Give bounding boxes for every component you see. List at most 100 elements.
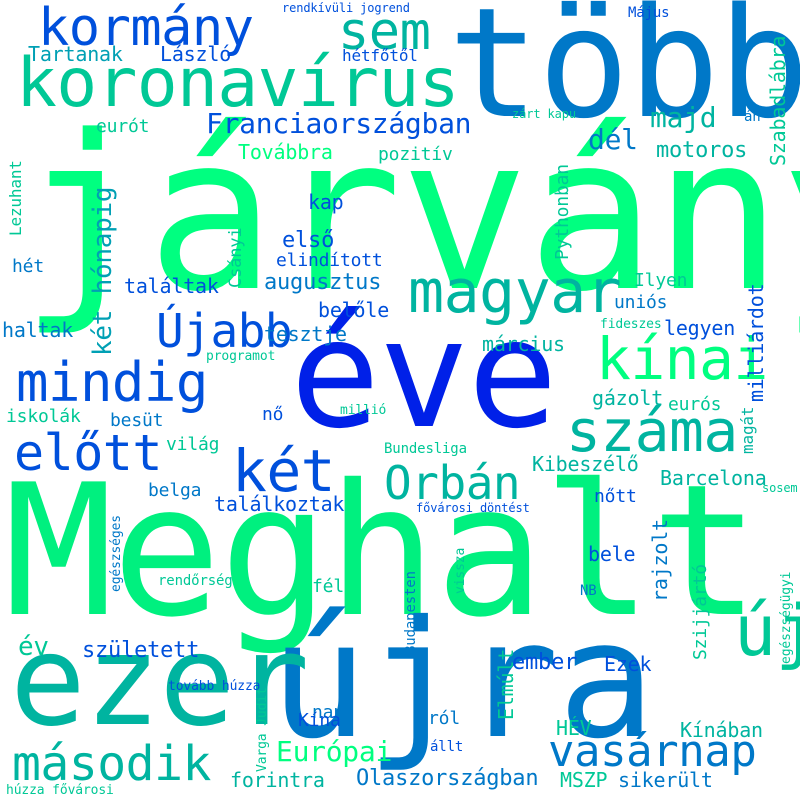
- word-millio: millió: [340, 403, 387, 418]
- word-rol: ról: [428, 708, 460, 729]
- word-iskolak: iskolák: [6, 406, 81, 427]
- word-mszp: MSZP: [560, 768, 608, 792]
- word-sem: sem: [338, 2, 431, 62]
- word-belga: belga: [148, 480, 202, 501]
- word-het: hét: [12, 256, 44, 277]
- word-ezek: Ezek: [604, 652, 652, 676]
- word-bele: bele: [588, 542, 636, 566]
- word-majus: Május: [628, 5, 670, 21]
- word-jarvany: járvány: [20, 90, 800, 339]
- word-szabadlabra: Szabadlábra: [766, 35, 790, 166]
- word-ev: év: [18, 632, 49, 662]
- word-tovabb-huzza: tovább húzza: [168, 679, 261, 694]
- word-sikerult: sikerült: [618, 768, 713, 792]
- word-mindig: mindig: [16, 351, 208, 414]
- word-bundesliga: Bundesliga: [384, 441, 467, 457]
- word-vilag: világ: [166, 434, 220, 455]
- word-huzza-fovarosi: húzza fővárosi: [6, 783, 114, 798]
- word-laszlo: László: [160, 42, 232, 66]
- word-franciaorszagban: Franciaországban: [206, 107, 472, 140]
- word-kormany: kormány: [38, 0, 254, 58]
- word-szuletett: született: [82, 638, 200, 663]
- word-elmult: Elmúlt: [494, 648, 518, 720]
- word-barcelona: Barcelona: [660, 466, 767, 490]
- word-eve: éve: [290, 288, 558, 462]
- word-tovabbra: Továbbra: [238, 140, 333, 164]
- word-pythonban: Pythonban: [552, 164, 573, 260]
- word-ujra: újra: [270, 587, 655, 775]
- word-tartanak: Tartanak: [28, 42, 123, 66]
- word-tesztje: tesztje: [264, 322, 347, 346]
- word-majd: majd: [650, 101, 717, 134]
- word-besut: besüt: [110, 410, 164, 431]
- word-unios: uniós: [614, 292, 668, 313]
- word-szijjarto: Szijjártó: [690, 564, 711, 660]
- word-milliardot: milliárdot: [744, 283, 768, 402]
- word-sosem: sosem: [762, 481, 798, 495]
- word-ilyen: Ilyen: [634, 270, 688, 291]
- word-budapesten: Budapesten: [403, 571, 419, 654]
- word-uj: új: [734, 590, 800, 672]
- word-lezuhant: Lezuhant: [6, 160, 25, 236]
- word-ujabb: Újabb: [156, 304, 293, 358]
- word-varga-judit: Varga Judit: [255, 687, 270, 772]
- word-kina: Kína: [298, 710, 341, 731]
- word-no: nő: [262, 404, 284, 425]
- word-legyen: legyen: [664, 316, 736, 340]
- word-elinditott: elindított: [276, 250, 383, 271]
- word-ket: két: [232, 437, 336, 505]
- word-euros: eurós: [668, 394, 722, 415]
- word-kibeszelo: Kibeszélő: [532, 452, 639, 476]
- word-europai: Európai: [276, 735, 393, 768]
- word-olaszorszagban: Olaszországban: [356, 766, 539, 791]
- word-magyar: magyar: [408, 257, 622, 327]
- word-koronavirus: koronavírus: [16, 44, 460, 123]
- word-orban: Orbán: [384, 456, 521, 510]
- word-ember: ember: [512, 650, 578, 675]
- word-pozitiv: pozitív: [378, 144, 453, 165]
- word-talaltak: találtak: [124, 274, 219, 298]
- word-belole: belőle: [318, 298, 390, 322]
- word-elott: előtt: [14, 424, 163, 482]
- word-allt: állt: [430, 739, 464, 755]
- word-forintra: forintra: [230, 768, 325, 792]
- word-fel: fél: [312, 576, 344, 597]
- word-hetfotol: hétfőtől: [342, 46, 418, 65]
- word-rendorseg: rendőrség: [158, 573, 233, 589]
- word-marcius: március: [482, 332, 565, 356]
- word-csanyi: Csányi: [226, 227, 246, 288]
- word-rendkivuli-jogrend: rendkívüli jogrend: [282, 1, 410, 15]
- word-szama: száma: [566, 397, 738, 465]
- word-rajzolt: rajzolt: [648, 519, 672, 602]
- word-fideszes: fideszes: [600, 317, 662, 332]
- word-augusztus: augusztus: [264, 270, 382, 295]
- word-nap: nap: [312, 702, 344, 723]
- word-eurot: eurót: [96, 116, 150, 137]
- word-motoros: motoros: [656, 138, 748, 163]
- word-fovarosi-dontest: fővárosi döntést: [416, 501, 530, 515]
- word-haltak: haltak: [2, 318, 74, 342]
- word-nb: NB: [580, 583, 597, 599]
- word-egeszseges: egészséges: [109, 515, 124, 592]
- word-kinai: kínai: [596, 325, 768, 393]
- word-programot: programot: [206, 349, 276, 364]
- word-egeszsegugyi: egészségügyi: [779, 571, 794, 664]
- word-zart-kapu: zárt kapu: [512, 107, 576, 121]
- word-gazolt: gázolt: [592, 386, 664, 410]
- word-meghalt: Meghalt: [4, 445, 760, 657]
- word-del: dél: [588, 123, 638, 156]
- word-masodik: második: [12, 736, 211, 792]
- word-vissza: vissza: [453, 547, 468, 594]
- word-kap: kap: [308, 190, 344, 214]
- word-an: án: [744, 109, 761, 125]
- word-ket-honapig: két hónapig: [88, 186, 118, 356]
- word-magat: magát: [738, 406, 757, 454]
- word-nott: nőtt: [594, 486, 637, 507]
- word-ezer: ezer: [10, 607, 310, 754]
- word-vasarnap: vasárnap: [548, 726, 757, 777]
- word-talalkoztak: találkoztak: [214, 492, 345, 516]
- word-tobb: több: [448, 0, 800, 152]
- word-hev: HÉV: [556, 716, 592, 740]
- word-elso: első: [282, 228, 335, 253]
